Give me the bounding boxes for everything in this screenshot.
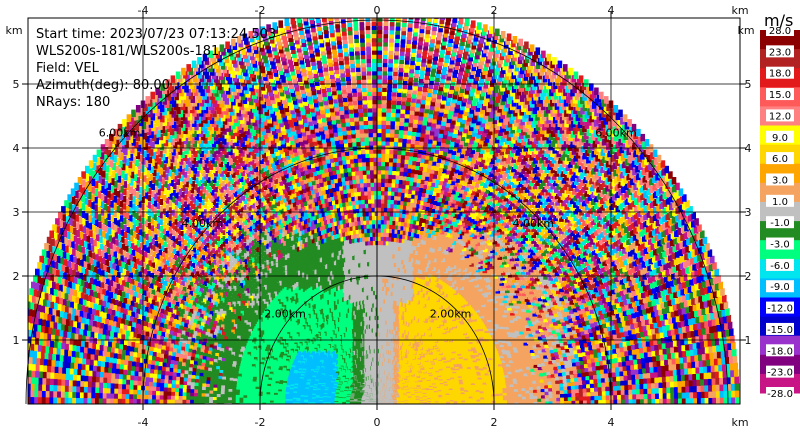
grid-lines: [28, 18, 740, 404]
colorbar-label: -15.0: [767, 325, 793, 336]
y-tick-label: 4: [745, 142, 752, 155]
x-tick-label: 0: [374, 4, 381, 17]
y-tick-label: 4: [13, 142, 20, 155]
y-tick-label: 2: [13, 270, 20, 283]
range-ring: [259, 275, 495, 405]
colorbar-label-bg: [766, 194, 794, 207]
colorbar-label: 3.0: [772, 175, 788, 186]
range-ring-label: 4.00km: [512, 217, 554, 230]
velocity-field: [28, 18, 740, 404]
colorbar-label: -3.0: [770, 240, 790, 251]
x-tick-label: -4: [138, 4, 149, 17]
colorbar-label-bg: [766, 24, 794, 36]
instrument-text: WLS200s-181/WLS200s-181: [36, 44, 219, 59]
y-tick-label: 3: [13, 206, 20, 219]
range-ring: [142, 147, 612, 405]
start-time-text: Start time: 2023/07/23 07:13:24.503: [36, 27, 276, 42]
nrays-text: NRays: 180: [36, 95, 110, 110]
range-ring-label: 4.00km: [182, 217, 224, 230]
x-tick-label: -2: [255, 4, 266, 17]
y-unit-label: km: [5, 24, 22, 37]
field-text: Field: VEL: [36, 61, 100, 76]
x-tick-label: -2: [255, 416, 266, 429]
colorbar-label-bg: [766, 387, 794, 399]
axis-ticks: -4 -4 -2 -2 0 0 2 2 4 4 1 1 2 2 3 3 4 4 5 5 km km km km: [5, 4, 754, 429]
y-tick-label: 5: [745, 78, 752, 91]
colorbar-label: -9.0: [770, 282, 790, 293]
y-tick-label: 1: [13, 334, 20, 347]
range-ring-label: 6.00km: [595, 126, 637, 139]
colorbar-label-bg: [766, 45, 794, 58]
colorbar-label-bg: [766, 237, 794, 250]
y-tick-label: 1: [745, 334, 752, 347]
colorbar-label: 1.0: [772, 197, 788, 208]
x-tick-label: 2: [491, 416, 498, 429]
colorbar-label-bg: [766, 173, 794, 186]
range-ring-label: 6.00km: [99, 126, 141, 139]
colorbar-label: -28.0: [767, 389, 793, 400]
colorbar-label: 12.0: [769, 111, 791, 122]
colorbar-label: 15.0: [769, 90, 791, 101]
x-unit-label: km: [731, 416, 748, 429]
colorbar-label: -6.0: [770, 261, 790, 272]
y-tick-label: 5: [13, 78, 20, 91]
colorbar-label: 9.0: [772, 133, 788, 144]
x-tick-label: 0: [374, 416, 381, 429]
range-ring: [25, 19, 729, 405]
x-unit-label: km: [731, 4, 748, 17]
colorbar-label: 18.0: [769, 69, 791, 80]
colorbar-label-bg: [766, 322, 794, 335]
colorbar-label-bg: [766, 66, 794, 79]
x-tick-label: 4: [608, 416, 615, 429]
range-ring-label: 2.00km: [264, 307, 306, 320]
colorbar-label-bg: [766, 216, 794, 229]
colorbar-label: -12.0: [767, 304, 793, 315]
range-rings: 2.00km 2.00km 4.00km 4.00km 6.00km 6.00km: [25, 19, 729, 405]
y-tick-label: 2: [745, 270, 752, 283]
colorbar-label-bg: [766, 344, 794, 357]
colorbar-label-bg: [766, 280, 794, 293]
colorbar-label-bg: [766, 365, 794, 378]
x-tick-label: 4: [608, 4, 615, 17]
colorbar: 28.0 23.0 18.0 15.0 12.0 9.0 6.0 3.0 1.0 -1.0 -3.0…: [760, 24, 800, 400]
colorbar-label-bg: [766, 130, 794, 143]
colorbar-label-bg: [766, 301, 794, 314]
colorbar-label-bg: [766, 258, 794, 271]
range-ring-label: 2.00km: [430, 307, 472, 320]
x-tick-label: 2: [491, 4, 498, 17]
colorbar-label: -1.0: [770, 218, 790, 229]
azimuth-text: Azimuth(deg): 80.00: [36, 78, 170, 93]
colorbar-label-bg: [766, 88, 794, 101]
y-unit-label: km: [737, 24, 754, 37]
colorbar-label: -18.0: [767, 346, 793, 357]
axes-frame: [27, 17, 741, 405]
colorbar-label: 6.0: [772, 154, 788, 165]
colorbar-unit: m/s: [764, 11, 793, 30]
colorbar-label-bg: [766, 109, 794, 122]
colorbar-label-bg: [766, 152, 794, 165]
colorbar-label: -23.0: [767, 368, 793, 379]
y-tick-label: 3: [745, 206, 752, 219]
colorbar-label: 28.0: [769, 26, 791, 37]
x-tick-label: -4: [138, 416, 149, 429]
colorbar-label: 23.0: [769, 47, 791, 58]
